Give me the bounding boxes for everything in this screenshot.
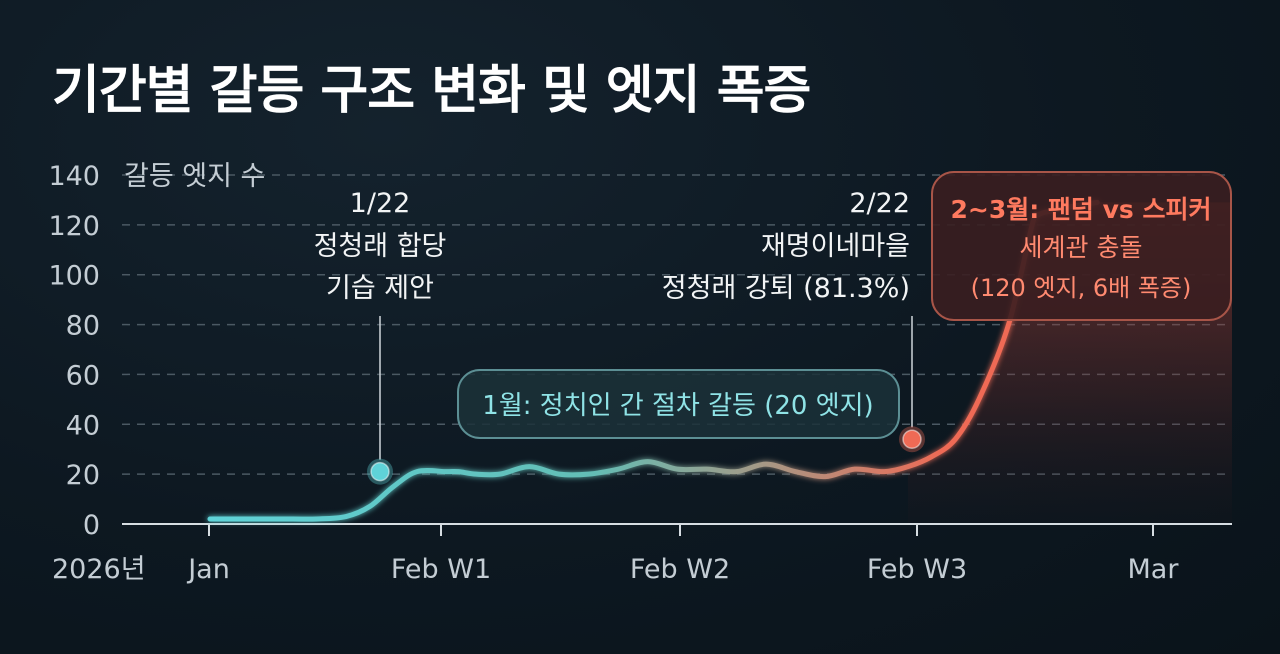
annotation-surge: 2~3월: 팬덤 vs 스피커 세계관 충돌 (120 엣지, 6배 폭증)	[931, 171, 1232, 321]
annotation-surge-line-2: 세계관 충돌	[1020, 233, 1143, 262]
annotation-january-text: 1월: 정치인 간 절차 갈등 (20 엣지)	[482, 391, 873, 421]
y-tick-label: 140	[48, 161, 100, 192]
event-points	[367, 426, 925, 485]
series-line	[207, 199, 1100, 522]
x-tick-label: Feb W3	[867, 554, 967, 585]
y-tick-label: 80	[66, 311, 100, 342]
annotation-january: 1월: 정치인 간 절차 갈등 (20 엣지)	[457, 369, 900, 439]
y-tick-label: 40	[66, 410, 100, 441]
annotation-surge-box	[931, 171, 1232, 321]
event-point	[370, 461, 390, 482]
event-label: 2/22	[849, 188, 910, 219]
annotation-surge-line-3: (120 엣지, 6배 폭증)	[971, 274, 1192, 302]
x-tick-label: Feb W2	[630, 554, 730, 585]
event-label: 정청래 합당	[314, 231, 447, 262]
x-tick-label: Mar	[1128, 554, 1180, 585]
event-label: 정청래 강퇴 (81.3%)	[662, 273, 910, 304]
annotation-january-box	[457, 369, 900, 439]
y-tick-label: 60	[66, 360, 100, 391]
event-point	[902, 429, 922, 449]
event-label: 1/22	[350, 188, 411, 219]
x-axis-year-label: 2026년	[52, 554, 146, 585]
y-axis-label: 갈등 엣지 수	[124, 161, 265, 192]
x-axis-ticks: Jan Feb W1 Feb W2 Feb W3 Mar	[186, 524, 1179, 585]
y-tick-label: 120	[48, 211, 100, 242]
event-label: 재명이네마을	[761, 231, 910, 262]
y-tick-label: 100	[48, 261, 100, 292]
chart-title: 기간별 갈등 구조 변화 및 엣지 폭증	[52, 61, 811, 121]
x-tick-label: Feb W1	[391, 554, 491, 585]
y-tick-label: 0	[83, 510, 100, 541]
y-axis-ticks: 0 20 40 60 80 100 120 140	[48, 161, 100, 541]
event-label: 기습 제안	[326, 273, 434, 304]
y-tick-label: 20	[66, 460, 100, 491]
annotation-surge-line-1: 2~3월: 팬덤 vs 스피커	[950, 195, 1211, 224]
x-tick-label: Jan	[186, 554, 230, 585]
